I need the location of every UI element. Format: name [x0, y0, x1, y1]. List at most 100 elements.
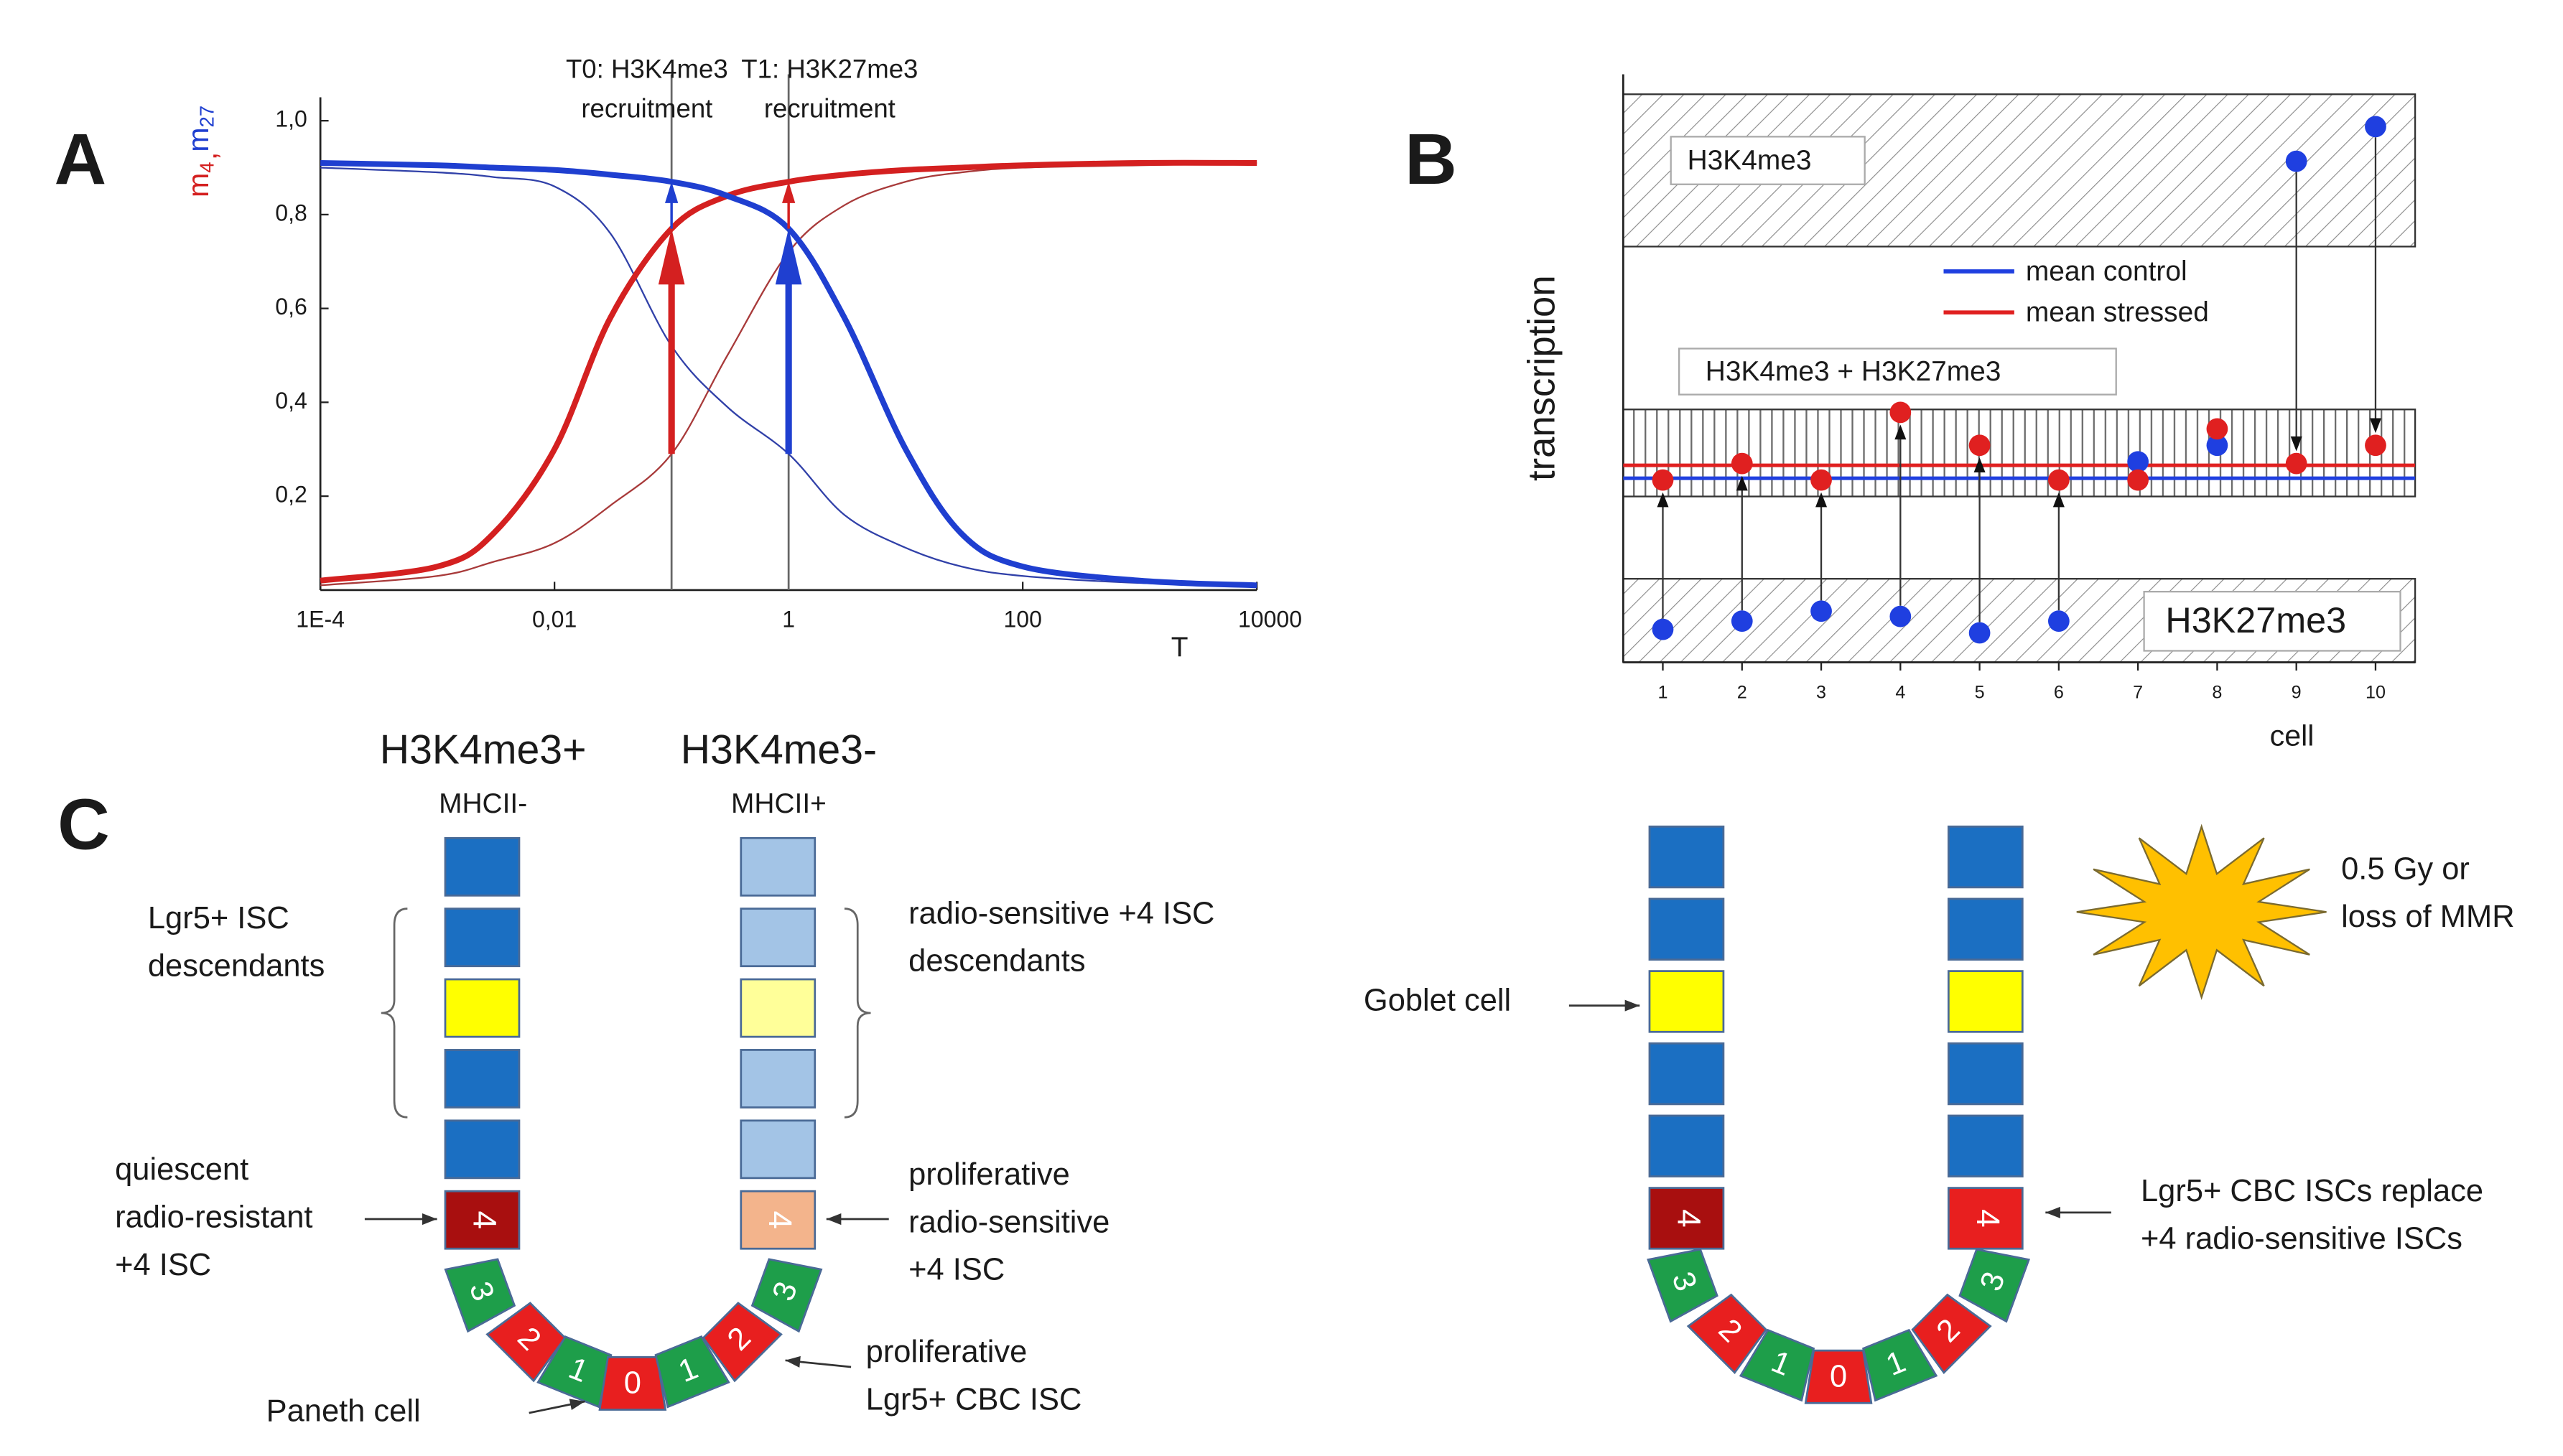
legend-label: mean control — [2026, 256, 2187, 287]
band-label-box — [1678, 347, 2117, 396]
crypt-cell — [740, 978, 817, 1038]
callout-text: Goblet cell — [1364, 984, 1511, 1018]
crypt-cell — [740, 1119, 817, 1180]
x-tick-label: 1E-4 — [296, 607, 345, 633]
shift-arrow-head — [1815, 492, 1828, 508]
base-cell-shape — [1958, 1248, 2031, 1323]
x-axis-label: cell — [2270, 719, 2315, 752]
dot — [1889, 605, 1912, 627]
band-label: H3K4me3 + H3K27me3 — [1706, 356, 2001, 387]
arrow-head — [658, 228, 685, 285]
dot — [2206, 418, 2228, 440]
crypt-cell — [444, 907, 521, 968]
curve — [320, 159, 1257, 589]
reference-label: recruitment — [581, 93, 712, 123]
cell-number: 0 — [1830, 1359, 1847, 1394]
callout-arrow-head — [826, 1213, 842, 1226]
base-cell: 1 — [654, 1335, 730, 1409]
crypt-cell — [1648, 825, 1725, 889]
base-cell-shape — [1647, 1248, 1718, 1323]
base-cell: 3 — [750, 1258, 823, 1333]
y-label-sub: 27 — [196, 106, 218, 128]
dot — [1731, 452, 1753, 475]
callout-text: quiescent — [115, 1152, 248, 1187]
cell-number: 0 — [624, 1366, 641, 1401]
crypt-cell — [740, 836, 817, 897]
arrow-head — [664, 182, 679, 203]
callout-text: radio-sensitive — [908, 1205, 1110, 1239]
dot — [1810, 469, 1832, 491]
base-cell-shape — [536, 1335, 613, 1409]
band-label: H3K27me3 — [2165, 599, 2346, 640]
dot — [2285, 150, 2307, 172]
y-axis-label: m4,m27 — [182, 106, 223, 197]
base-cell-shape — [1739, 1328, 1815, 1402]
x-tick-label: 6 — [2054, 683, 2064, 703]
dot — [2047, 610, 2070, 633]
crypt-cell — [1947, 897, 2024, 961]
base-cell: 0 — [1804, 1349, 1873, 1404]
callout-text: 0.5 Gy or — [2341, 852, 2470, 887]
dot — [2365, 116, 2386, 138]
crypt-cell — [1947, 1114, 2024, 1177]
base-cell: 2 — [1911, 1293, 1992, 1374]
crypt-cell — [740, 907, 817, 968]
x-tick-label: 10000 — [1238, 607, 1302, 633]
dot — [1652, 618, 1674, 640]
crypt-cell — [740, 1049, 817, 1109]
crypt-cell — [444, 836, 521, 897]
base-cell: 1 — [1862, 1328, 1938, 1402]
base-cell: 3 — [444, 1258, 516, 1333]
band-label: H3K4me3 — [1688, 145, 1812, 176]
x-tick-label: 100 — [1003, 607, 1041, 633]
base-cell: 1 — [1739, 1328, 1815, 1402]
dot — [2047, 469, 2070, 491]
base-cell-shape — [444, 1258, 516, 1333]
crypt-cell — [1947, 970, 2024, 1033]
base-cell-shape — [1686, 1293, 1768, 1374]
arrow-head — [782, 182, 796, 203]
base-cell-shape — [750, 1258, 823, 1333]
arrow-head — [775, 228, 802, 285]
callout-arrow-head — [785, 1355, 801, 1368]
x-axis-label: T — [1171, 632, 1189, 663]
x-tick-label: 3 — [1816, 683, 1826, 703]
legend-label: mean stressed — [2026, 297, 2209, 328]
shift-arrow-head — [1973, 457, 1986, 473]
y-label-main: m — [182, 127, 215, 151]
base-cell: 1 — [536, 1335, 613, 1409]
dot — [2127, 469, 2149, 491]
dot — [1731, 610, 1753, 633]
crypt-cell — [1648, 1114, 1725, 1177]
callout-arrow-head — [1624, 999, 1640, 1012]
callout-arrow-head — [422, 1213, 437, 1226]
band-label-box — [2143, 590, 2401, 652]
shift-arrow-head — [2052, 492, 2065, 508]
x-tick-label: 5 — [1975, 683, 1985, 703]
base-cell: 3 — [1647, 1248, 1718, 1323]
callout-arrow-head — [2045, 1206, 2060, 1218]
panel-letter: A — [54, 119, 106, 200]
crypt-cell-four — [1947, 1187, 2024, 1250]
callout-text: Lgr5+ ISC — [148, 901, 289, 935]
dot — [1652, 469, 1674, 491]
crypt-cell-four — [1648, 1187, 1725, 1250]
cell-number: 4 — [762, 1210, 799, 1228]
brace — [381, 907, 408, 1119]
curve — [320, 167, 1257, 587]
band-label-box — [1670, 136, 1866, 185]
base-cell: 2 — [485, 1302, 567, 1383]
y-tick-label: 0,4 — [275, 388, 307, 414]
cell-number: 4 — [466, 1210, 503, 1228]
x-tick-label: 10 — [2366, 683, 2386, 703]
column-header: H3K4me3- — [681, 727, 877, 773]
x-tick-label: 7 — [2133, 683, 2143, 703]
callout-text: proliferative — [908, 1157, 1070, 1192]
base-cell-shape — [1862, 1328, 1938, 1402]
crypt-cell-four — [740, 1190, 817, 1250]
y-tick-label: 0,8 — [275, 200, 307, 225]
base-cell: 0 — [598, 1355, 667, 1411]
x-tick-label: 1 — [782, 607, 795, 633]
dot — [1968, 622, 1991, 644]
